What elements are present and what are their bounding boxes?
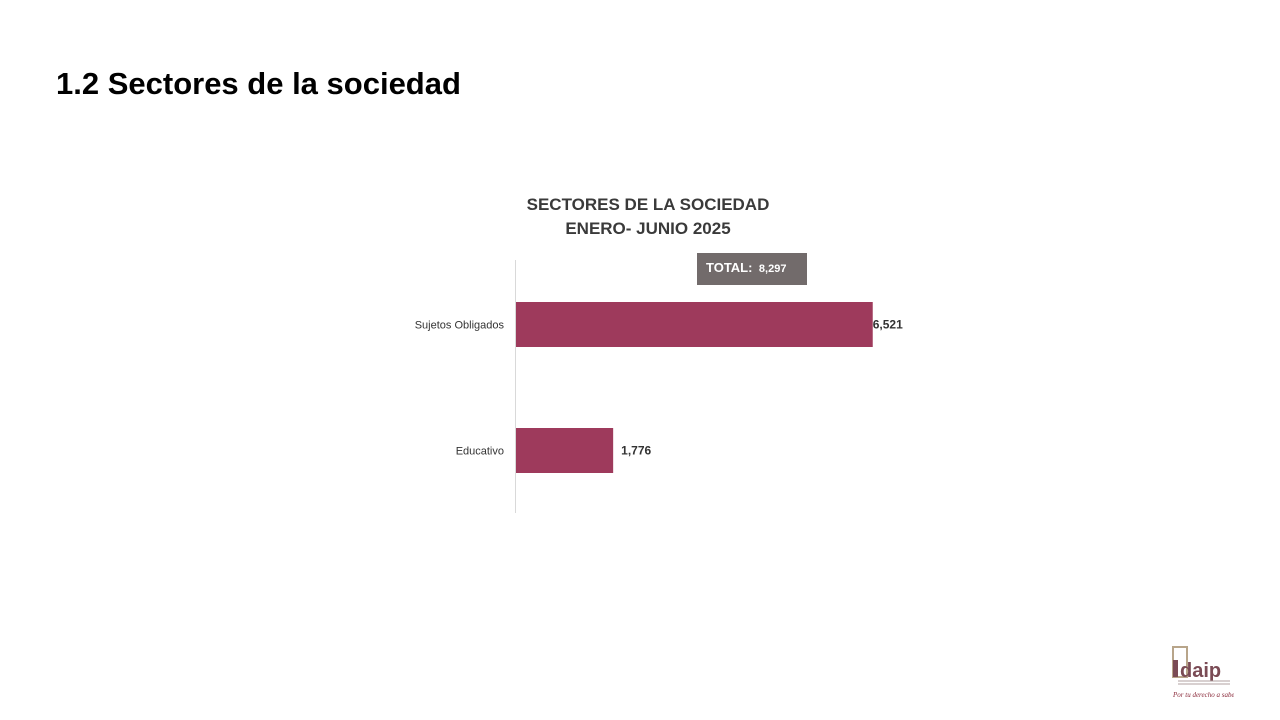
total-box-text: TOTAL: 8,297 <box>706 259 786 276</box>
chart-title-line-2: ENERO- JUNIO 2025 <box>565 219 730 238</box>
category-label-sujetos-obligados: Sujetos Obligados <box>415 320 505 332</box>
total-label: TOTAL: <box>706 260 752 275</box>
bar-sujetos-obligados <box>516 302 873 347</box>
total-box-background <box>697 253 807 285</box>
bar-educativo <box>516 428 614 473</box>
value-label-educativo: 1,776 <box>621 444 651 458</box>
idaip-logo: daip Por tu derecho a saber <box>1172 646 1234 699</box>
category-label-educativo: Educativo <box>456 446 504 458</box>
value-label-sujetos-obligados: 6,521 <box>873 318 903 332</box>
logo-word: daip <box>1180 660 1221 682</box>
bars-group: Sujetos Obligados 6,521 Educativo 1,776 <box>415 302 903 473</box>
logo-tagline: Por tu derecho a saber <box>1172 691 1234 699</box>
logo-door-stem <box>1173 660 1178 677</box>
page-title: 1.2 Sectores de la sociedad <box>56 66 461 101</box>
chart-title-line-1: SECTORES DE LA SOCIEDAD <box>527 195 770 214</box>
total-box: TOTAL: 8,297 <box>697 253 807 285</box>
total-value: 8,297 <box>759 263 787 275</box>
